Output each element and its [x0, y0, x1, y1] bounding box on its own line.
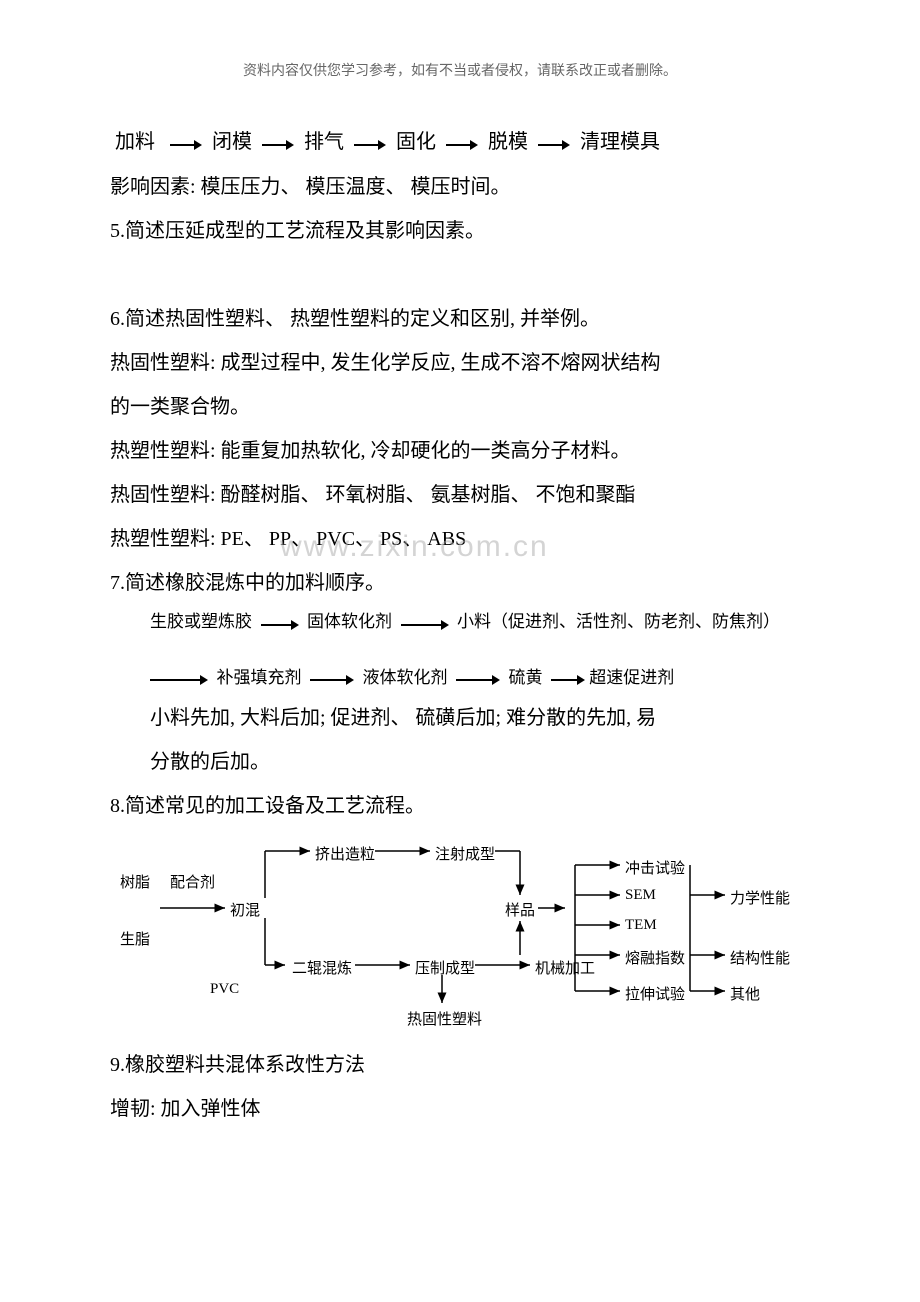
node-chumix: 初混: [230, 899, 260, 920]
q6-ex1: 热固性塑料: 酚醛树脂、 环氧树脂、 氨基树脂、 不饱和聚酯: [110, 473, 810, 517]
flow7-line1: 生胶或塑炼胶 固体软化剂 小料（促进剂、活性剂、防老剂、防焦剂）: [110, 605, 810, 640]
flow-step: 固化: [391, 131, 436, 153]
flow7-line2: 补强填充剂 液体软化剂 硫黄 超速促进剂: [110, 661, 810, 696]
flow-step: 超速促进剂: [589, 668, 674, 687]
node-tem: TEM: [625, 917, 657, 934]
q6-def1: 热固性塑料: 成型过程中, 发生化学反应, 生成不溶不熔网状结构: [110, 341, 810, 385]
node-resin: 树脂: [120, 871, 150, 892]
node-rawresin: 生脂: [120, 928, 150, 949]
node-impact: 冲击试验: [625, 857, 685, 878]
header-note: 资料内容仅供您学习参考，如有不当或者侵权，请联系改正或者删除。: [110, 60, 810, 80]
diagram-q8: 树脂 配合剂 生脂 PVC 初混 挤出造粒 注射成型 二辊混炼 压制成型 热固性…: [110, 833, 810, 1033]
node-tensile: 拉伸试验: [625, 983, 685, 1004]
flow-step: 生胶或塑炼胶: [150, 612, 252, 631]
flow-step: 硫黄: [509, 668, 543, 687]
node-meltindex: 熔融指数: [625, 947, 685, 968]
node-press: 压制成型: [415, 957, 475, 978]
node-structprop: 结构性能: [730, 947, 790, 968]
node-other: 其他: [730, 983, 760, 1004]
flow-step: 补强填充剂: [217, 668, 302, 687]
q6-ex2: 热塑性塑料: PE、 PP、 PVC、 PS、 ABS: [110, 517, 810, 561]
node-inject: 注射成型: [435, 843, 495, 864]
question-9: 9.橡胶塑料共混体系改性方法: [110, 1043, 810, 1087]
spacer: [110, 253, 810, 297]
flow-step: 固体软化剂: [307, 612, 392, 631]
flow-step: 加料: [110, 131, 155, 153]
q7-note: 小料先加, 大料后加; 促进剂、 硫磺后加; 难分散的先加, 易: [110, 696, 810, 740]
q6-def1b: 的一类聚合物。: [110, 385, 810, 429]
flow-q4-steps: 加料 闭模 排气 固化 脱模 清理模具: [110, 120, 810, 165]
q9-answer: 增韧: 加入弹性体: [110, 1087, 810, 1131]
flow-step: 脱模: [483, 131, 528, 153]
flow-step: 排气: [299, 131, 344, 153]
node-thermoset: 热固性塑料: [407, 1008, 482, 1029]
node-mixagent: 配合剂: [170, 871, 215, 892]
node-sample: 样品: [505, 899, 535, 920]
node-pvc: PVC: [210, 981, 239, 998]
factors-line: 影响因素: 模压压力、 模压温度、 模压时间。: [110, 165, 810, 209]
node-mechprop: 力学性能: [730, 887, 790, 908]
flow-step: 液体软化剂: [363, 668, 448, 687]
question-6: 6.简述热固性塑料、 热塑性塑料的定义和区别, 并举例。: [110, 297, 810, 341]
flow-step: 小料（促进剂、活性剂、防老剂、防焦剂）: [457, 612, 780, 631]
node-twinroll: 二辊混炼: [292, 957, 352, 978]
q6-def2: 热塑性塑料: 能重复加热软化, 冷却硬化的一类高分子材料。: [110, 429, 810, 473]
flow-step: 清理模具: [575, 131, 660, 153]
question-8: 8.简述常见的加工设备及工艺流程。: [110, 784, 810, 828]
node-sem: SEM: [625, 887, 656, 904]
q7-note2: 分散的后加。: [110, 740, 810, 784]
question-5: 5.简述压延成型的工艺流程及其影响因素。: [110, 209, 810, 253]
flow-step: 闭模: [207, 131, 252, 153]
spacer: [110, 641, 810, 661]
node-machining: 机械加工: [535, 957, 595, 978]
node-extrude: 挤出造粒: [315, 843, 375, 864]
question-7: 7.简述橡胶混炼中的加料顺序。: [110, 561, 810, 605]
